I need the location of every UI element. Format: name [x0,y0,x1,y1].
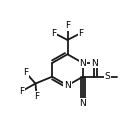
Text: S: S [105,72,110,81]
Text: F: F [23,68,29,77]
Text: F: F [78,29,83,38]
Text: N: N [91,58,98,68]
Text: N: N [80,58,86,68]
Text: N: N [80,99,86,108]
Text: F: F [20,87,25,96]
Text: F: F [34,92,39,101]
Text: F: F [65,21,70,30]
Text: N: N [64,81,71,90]
Text: F: F [52,29,57,38]
